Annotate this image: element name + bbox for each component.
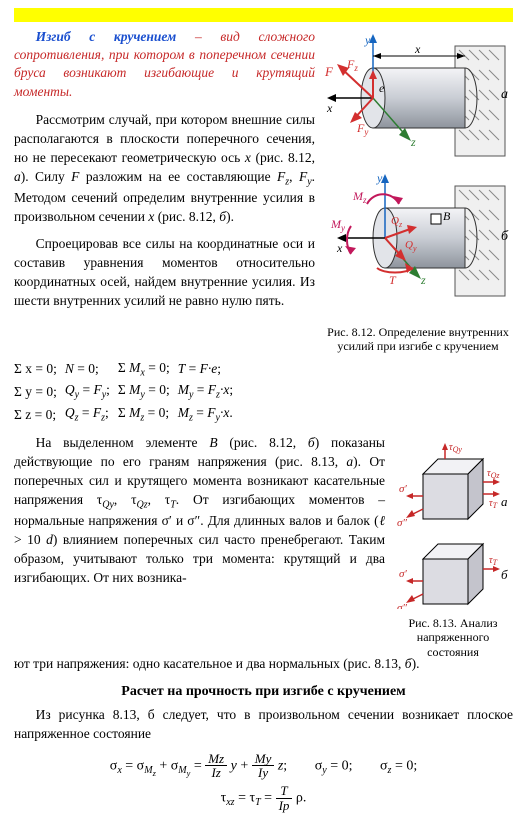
definition: Изгиб с кручением – вид сложного сопроти…	[14, 28, 315, 101]
equation-table: Σ x = 0; N = 0; Σ Mx = 0; T = F·e; Σ y =…	[14, 358, 241, 426]
svg-text:My: My	[330, 217, 345, 233]
svg-text:σ″: σ″	[397, 517, 407, 529]
svg-text:F: F	[324, 64, 334, 79]
fig-8-13-caption: Рис. 8.13. Анализ напряженного состояния	[393, 616, 513, 659]
svg-text:x: x	[326, 101, 333, 115]
svg-text:Mz: Mz	[352, 189, 367, 205]
svg-text:z: z	[410, 135, 416, 149]
paragraph-3: На выделенном элементе B (рис. 8.12, б) …	[14, 434, 385, 588]
svg-text:б: б	[501, 229, 509, 244]
svg-text:б: б	[501, 567, 508, 582]
svg-text:y: y	[364, 33, 371, 47]
paragraph-2: Спроецировав все силы на координатные ос…	[14, 235, 315, 311]
figure-8-12: y z x x F Fz Fy	[323, 28, 513, 318]
section-heading: Расчет на прочность при изгибе с кручени…	[14, 684, 513, 700]
svg-text:σ′: σ′	[399, 483, 407, 495]
definition-lead: Изгиб с кручением	[36, 29, 177, 44]
svg-text:y: y	[376, 171, 383, 185]
equation-sigma: σx = σMz + σMy = MzIz y + MyIy z; σy = 0…	[14, 752, 513, 780]
figure-8-13: τQy τQz τT σ′ σ″ а τT	[393, 434, 513, 609]
equation-tau: τxz = τT = TIp ρ.	[14, 784, 513, 812]
svg-text:σ″: σ″	[397, 602, 407, 609]
svg-text:τT: τT	[489, 498, 498, 510]
svg-text:Fz: Fz	[346, 57, 358, 73]
svg-text:τT: τT	[489, 555, 498, 567]
svg-text:а: а	[501, 494, 508, 509]
paragraph-1: Рассмотрим случай, при котором внешние с…	[14, 111, 315, 227]
svg-text:σ′: σ′	[399, 568, 407, 580]
svg-text:x: x	[336, 241, 343, 255]
svg-text:z: z	[420, 273, 426, 287]
svg-text:τQy: τQy	[449, 442, 462, 454]
svg-text:T: T	[389, 273, 397, 287]
highlight-bar	[14, 8, 513, 22]
svg-text:τQz: τQz	[487, 468, 500, 480]
svg-text:x: x	[414, 42, 421, 56]
paragraph-4: Из рисунка 8.13, б следует, что в произв…	[14, 706, 513, 744]
fig-8-12-caption: Рис. 8.12. Определение внутренних усилий…	[323, 325, 513, 354]
svg-text:e: e	[379, 81, 385, 95]
svg-text:а: а	[501, 87, 508, 102]
svg-text:B: B	[443, 209, 451, 223]
